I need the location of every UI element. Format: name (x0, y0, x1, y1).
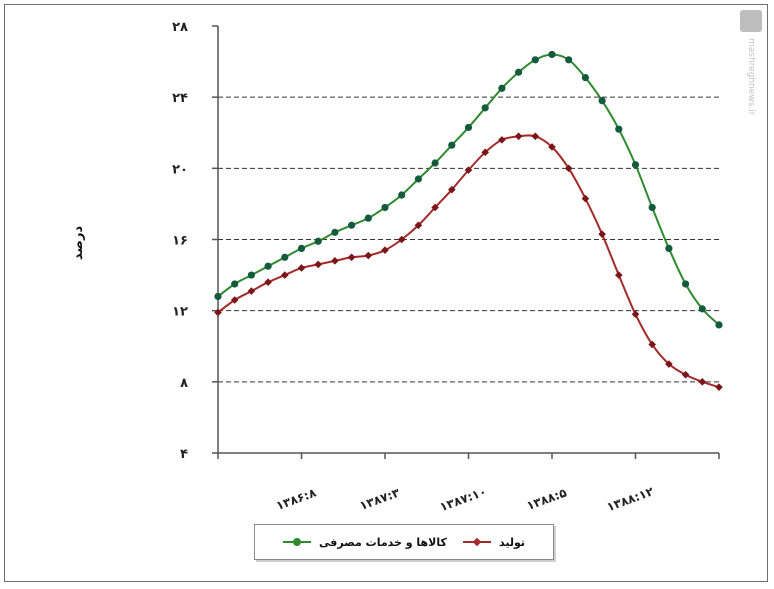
axes (212, 25, 720, 459)
data-point (448, 141, 456, 149)
data-point (514, 132, 523, 141)
data-point (581, 194, 590, 203)
data-point (698, 305, 706, 313)
data-point (548, 143, 556, 151)
chart-frame (4, 4, 768, 582)
data-point (364, 214, 372, 222)
x-tick-label: ۱۳۸۸:۱۲ (605, 484, 656, 514)
data-point (464, 166, 473, 174)
watermark: mashreghnews.ir (740, 10, 764, 120)
data-point (397, 235, 406, 244)
data-point (498, 84, 506, 92)
data-point (281, 253, 289, 261)
data-point (214, 308, 222, 317)
legend-item-production: تولید (457, 525, 525, 559)
data-point (481, 148, 489, 157)
data-point (531, 56, 539, 64)
data-point (665, 244, 673, 252)
series-2 (214, 132, 723, 391)
y-axis-label: درصد (71, 226, 86, 261)
y-tick-label: ۸ (180, 376, 188, 391)
data-point (464, 123, 473, 132)
data-point (348, 221, 356, 229)
data-point (648, 203, 656, 212)
data-point (665, 360, 673, 368)
data-point (598, 230, 606, 238)
data-point (414, 175, 422, 183)
data-point (214, 292, 222, 301)
data-point (598, 97, 606, 105)
data-point (615, 125, 623, 133)
data-point (431, 159, 439, 167)
data-point (230, 296, 239, 304)
data-point (297, 264, 306, 272)
data-point (231, 280, 239, 288)
data-point (615, 271, 623, 279)
data-point (681, 370, 690, 379)
data-point (331, 228, 339, 236)
data-point (715, 321, 723, 329)
data-point (698, 378, 707, 386)
data-point (264, 262, 272, 270)
x-tick-label: ۱۳۸۷:۱۰ (438, 484, 489, 514)
data-point (381, 246, 389, 254)
tick-labels: ۴ ۸ ۱۲ ۱۶ ۲۰ ۲۴ ۲۸ ۱۳۸۶:۸ ۱۳۸۷:۳ ۱۳۸۷:۱۰ ۱۳۸۸:۵ ۱۳۸… (172, 20, 656, 514)
legend-label: کالاها و خدمات مصرفی (319, 535, 447, 549)
data-point (398, 191, 406, 199)
y-tick-label: ۲۴ (172, 91, 188, 106)
legend-item-consumer-goods: کالاها و خدمات مصرفی (277, 525, 447, 559)
data-point (515, 68, 523, 76)
data-point (314, 237, 322, 245)
series (214, 50, 723, 391)
data-point (264, 278, 272, 286)
x-tick-label: ۱۳۸۸:۵ (525, 486, 569, 513)
data-point (247, 271, 255, 279)
legend-marker-dot (283, 537, 311, 547)
data-point (414, 221, 423, 230)
watermark-text: mashreghnews.ir (746, 38, 756, 116)
data-point (331, 257, 339, 265)
series-line (217, 53, 720, 326)
data-point (481, 104, 489, 112)
chart-legend: کالاها و خدمات مصرفی تولید (254, 524, 554, 560)
data-point (364, 251, 373, 260)
data-point (498, 136, 506, 144)
data-point (581, 73, 590, 82)
y-tick-label: ۱۲ (172, 305, 188, 320)
data-point (281, 271, 289, 279)
data-point (631, 161, 640, 169)
series-1 (214, 50, 723, 329)
data-point (448, 185, 456, 194)
y-tick-label: ۲۸ (172, 20, 188, 35)
data-point (247, 287, 256, 295)
data-point (347, 253, 356, 262)
data-point (297, 244, 306, 252)
data-point (431, 203, 439, 212)
x-tick-label: ۱۳۸۷:۳ (358, 485, 402, 513)
data-point (381, 203, 389, 212)
data-point (682, 280, 690, 288)
data-point (531, 132, 540, 141)
legend-marker-diamond (463, 537, 491, 547)
x-tick-label: ۱۳۸۶:۸ (274, 485, 318, 513)
data-point (648, 340, 656, 349)
y-tick-label: ۴ (180, 447, 188, 462)
data-point (715, 383, 723, 391)
y-tick-label: ۱۶ (172, 234, 188, 249)
watermark-logo (740, 10, 762, 32)
data-point (565, 56, 573, 64)
data-point (564, 164, 573, 173)
data-point (548, 50, 556, 59)
y-tick-label: ۲۰ (172, 162, 188, 177)
data-point (314, 260, 322, 269)
data-point (631, 310, 640, 319)
legend-label: تولید (499, 535, 526, 549)
gridlines (218, 96, 721, 383)
